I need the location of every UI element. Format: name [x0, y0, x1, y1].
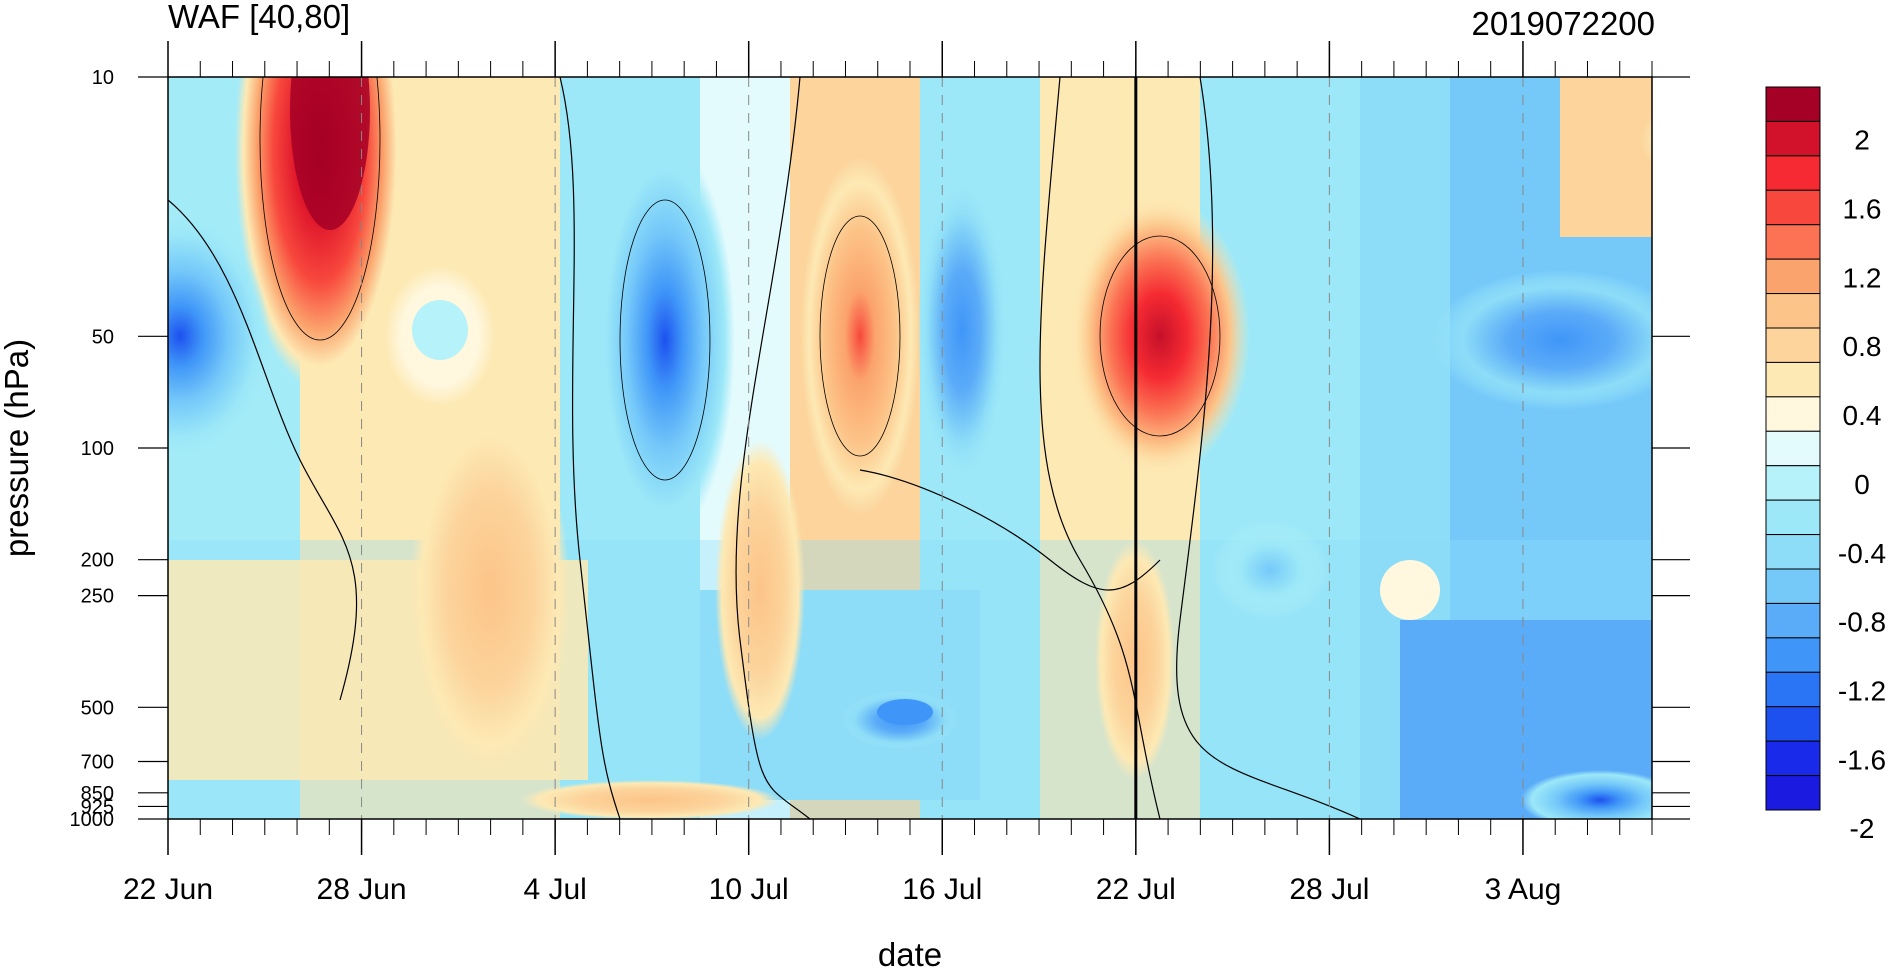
colorbar-label: -1.2	[1838, 676, 1886, 707]
y-tick-label: 250	[81, 586, 114, 608]
colorbar-label: 0	[1854, 469, 1870, 500]
y-tick-label: 50	[92, 326, 114, 348]
x-tick-label: 22 Jul	[1096, 873, 1176, 906]
colorbar-swatch	[1765, 706, 1821, 742]
y-tick-label: 700	[81, 752, 114, 774]
colorbar-swatch	[1765, 86, 1821, 122]
colorbar-label: -0.8	[1838, 607, 1886, 638]
colorbar-swatch	[1765, 775, 1821, 811]
y-tick-label: 500	[81, 697, 114, 719]
colorbar-swatch	[1765, 224, 1821, 260]
x-axis-title: date	[878, 936, 942, 968]
colorbar-label: 2	[1854, 125, 1870, 156]
colorbar-swatch	[1765, 637, 1821, 673]
chart-title: WAF [40,80]	[168, 0, 350, 35]
x-axis: 22 Jun 28 Jun 4 Jul 10 Jul 16 Jul 22 Jul 28 Ju…	[123, 41, 1653, 906]
colorbar-swatch	[1765, 465, 1821, 501]
colorbar-swatch	[1765, 327, 1821, 363]
x-tick-label: 4 Jul	[523, 873, 586, 906]
colorbar-swatch	[1765, 740, 1821, 777]
x-tick-label: 10 Jul	[709, 873, 789, 906]
y-tick-label: 850	[81, 783, 114, 805]
colorbar-swatch	[1765, 568, 1821, 604]
x-tick-label: 3 Aug	[1485, 873, 1562, 906]
y-tick-label: 10	[92, 67, 114, 89]
colorbar-swatch	[1765, 534, 1821, 570]
x-tick-label: 22 Jun	[123, 873, 213, 906]
colorbar-label: -2	[1850, 813, 1875, 844]
x-tick-label: 28 Jun	[317, 873, 407, 906]
colorbar-label: 0.8	[1843, 331, 1882, 362]
contour-field	[168, 77, 1652, 819]
chart-subtitle: 2019072200	[1471, 5, 1655, 42]
y-tick-label: 200	[81, 550, 114, 572]
colorbar-swatch	[1765, 120, 1821, 157]
y-tick-label: 925	[81, 796, 114, 818]
colorbar-swatch	[1765, 189, 1821, 226]
colorbar-swatch	[1765, 671, 1821, 708]
colorbar-swatch	[1765, 258, 1821, 295]
colorbar-swatch	[1765, 396, 1821, 432]
colorbar-swatch	[1765, 293, 1821, 329]
x-tick-label: 16 Jul	[902, 873, 982, 906]
colorbar-label: -1.6	[1838, 744, 1886, 775]
colorbar-label: 1.2	[1843, 262, 1882, 293]
colorbar: 2 1.6 1.2 0.8 0.4 0 -0.4 -0.8 -1.2 -1.6 -2	[1765, 86, 1886, 844]
y-tick-label: 1000	[70, 809, 115, 831]
colorbar-label: 0.4	[1843, 400, 1882, 431]
colorbar-swatch	[1765, 430, 1821, 467]
y-tick-label: 100	[81, 438, 114, 460]
colorbar-swatch	[1765, 155, 1821, 191]
colorbar-label: 1.6	[1843, 194, 1882, 225]
colorbar-swatch	[1765, 361, 1821, 398]
y-axis-title: pressure (hPa)	[0, 339, 35, 557]
colorbar-swatch	[1765, 602, 1821, 639]
colorbar-label: -0.4	[1838, 538, 1886, 569]
x-tick-label: 28 Jul	[1289, 873, 1369, 906]
colorbar-swatch	[1765, 499, 1821, 536]
